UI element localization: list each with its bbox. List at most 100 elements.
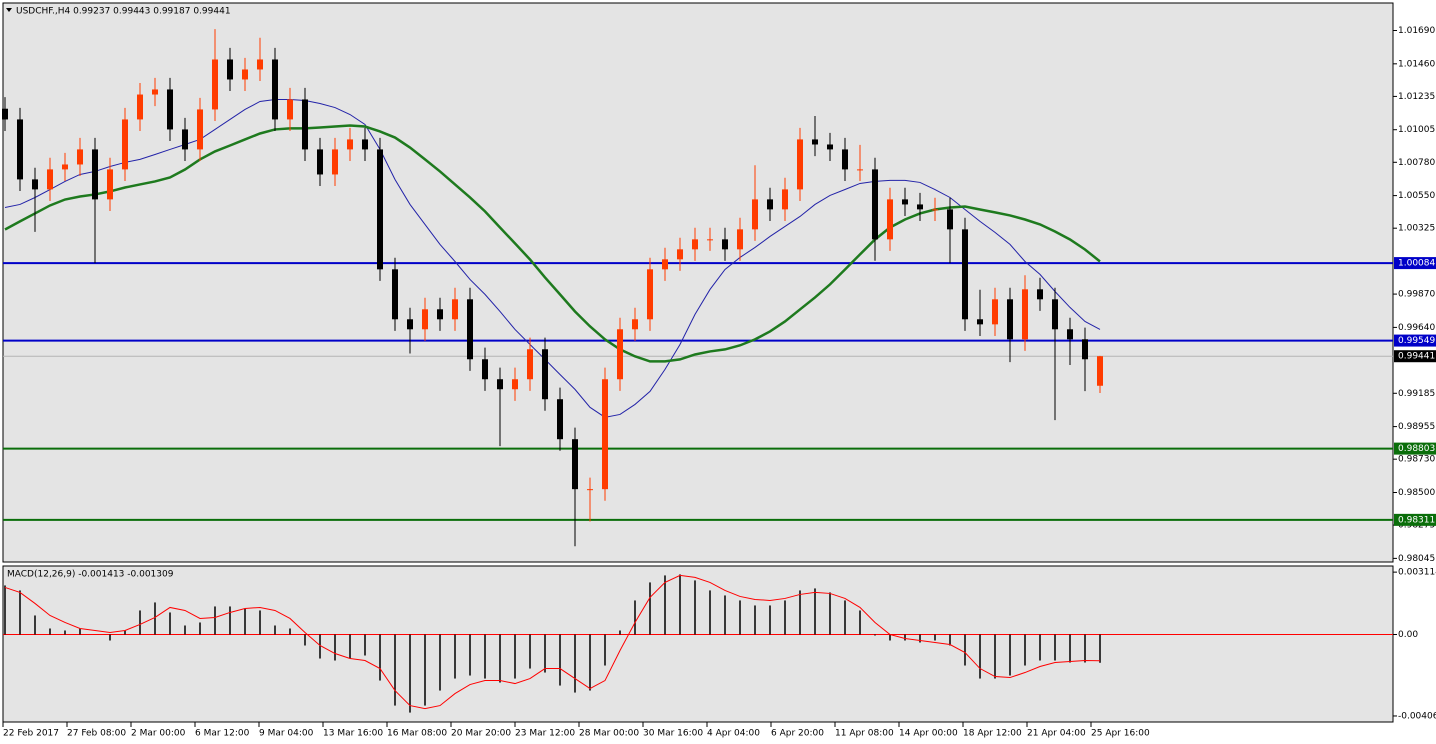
candle-body (362, 139, 368, 150)
level-label: 1.00084 (1398, 259, 1435, 269)
candle-body (872, 169, 878, 240)
x-tick-label: 13 Mar 16:00 (323, 729, 383, 739)
candle-body (842, 149, 848, 170)
candle-body (812, 139, 818, 145)
y-tick-label: 0.99640 (1398, 323, 1435, 333)
candle-body (1067, 329, 1073, 340)
candle-body (617, 329, 623, 380)
candle-body (122, 119, 128, 170)
moving-average (4, 124, 1101, 363)
candle-body (392, 269, 398, 320)
y-tick-label: 1.01690 (1398, 26, 1435, 36)
x-tick-label: 27 Feb 08:00 (67, 729, 126, 739)
candle-body (992, 299, 998, 325)
candle-body (797, 139, 803, 190)
candle-body (437, 309, 443, 320)
candle-body (182, 129, 188, 150)
candle-body (512, 379, 518, 390)
candle-body (317, 149, 323, 175)
x-tick-label: 30 Mar 16:00 (643, 729, 703, 739)
candle-body (377, 149, 383, 270)
candle-body (932, 209, 938, 211)
candle-body (707, 239, 713, 241)
candle-body (497, 379, 503, 390)
candle-body (737, 229, 743, 250)
candle-body (1082, 339, 1088, 360)
candle-body (677, 249, 683, 260)
x-tick-label: 25 Apr 16:00 (1091, 729, 1150, 739)
candle-body (1037, 289, 1043, 300)
candle-body (242, 69, 248, 80)
chart-title: USDCHF.,H4 0.99237 0.99443 0.99187 0.994… (16, 7, 231, 17)
x-tick-label: 21 Apr 04:00 (1027, 729, 1086, 739)
candle-body (557, 399, 563, 440)
level-label-box (1394, 257, 1436, 270)
candle-body (287, 99, 293, 120)
y-tick-label: 0.003114 (1398, 568, 1436, 578)
candle-body (647, 269, 653, 320)
candle-body (782, 189, 788, 210)
candle-body (227, 59, 233, 80)
candle-body (632, 319, 638, 330)
candle-body (1097, 356, 1103, 386)
candle-body (962, 229, 968, 320)
x-tick-label: 23 Mar 12:00 (515, 729, 575, 739)
candle-body (452, 299, 458, 320)
y-tick-label: 0.98500 (1398, 488, 1435, 498)
candle-body (2, 108, 8, 120)
candle-body (347, 139, 353, 150)
x-tick-label: 9 Mar 04:00 (259, 729, 314, 739)
menu-arrow (6, 8, 12, 12)
candle-body (1052, 299, 1058, 330)
candle-body (152, 89, 158, 95)
y-tick-label: 0.98955 (1398, 422, 1435, 432)
candle-body (107, 169, 113, 200)
candle-body (422, 309, 428, 330)
candle-body (692, 239, 698, 250)
y-tick-label: 0.98730 (1398, 455, 1435, 465)
y-tick-label: 1.00780 (1398, 158, 1435, 168)
candle-body (602, 379, 608, 490)
candle-body (722, 239, 728, 250)
candle-body (1007, 299, 1013, 340)
x-tick-label: 4 Apr 04:00 (707, 729, 760, 739)
y-tick-label: -0.004069 (1398, 711, 1436, 721)
candle-body (92, 149, 98, 200)
bid-label: 0.99441 (1398, 352, 1435, 362)
x-tick-label: 6 Mar 12:00 (195, 729, 250, 739)
candle-body (572, 439, 578, 490)
candle-body (302, 99, 308, 150)
y-tick-label: 0.99185 (1398, 389, 1435, 399)
level-label-box (1394, 513, 1436, 526)
candle-body (332, 149, 338, 175)
candle-body (62, 164, 68, 170)
candle-body (167, 89, 173, 130)
x-tick-label: 28 Mar 00:00 (579, 729, 639, 739)
y-tick-label: 1.01460 (1398, 59, 1435, 69)
candle-body (977, 319, 983, 325)
level-label: 0.98311 (1398, 515, 1435, 525)
candle-body (827, 144, 833, 150)
candle-body (527, 349, 533, 380)
level-label-box (1394, 334, 1436, 347)
candle-body (32, 179, 38, 190)
candle-body (947, 209, 953, 230)
price-panel (2, 2, 1394, 563)
x-tick-label: 2 Mar 00:00 (131, 729, 186, 739)
level-label-box (1394, 442, 1436, 455)
candle-body (587, 489, 593, 491)
candle-body (47, 169, 53, 190)
candle-body (857, 169, 863, 171)
candle-body (17, 119, 23, 180)
y-tick-label: 1.00550 (1398, 191, 1435, 201)
candle-body (767, 199, 773, 210)
candle-body (1022, 289, 1028, 340)
candle-body (77, 149, 83, 165)
candle-body (887, 199, 893, 240)
x-tick-label: 22 Feb 2017 (3, 729, 59, 739)
candle-body (482, 359, 488, 380)
level-label: 0.99549 (1398, 336, 1435, 346)
macd-title: MACD(12,26,9) -0.001413 -0.001309 (7, 570, 174, 580)
